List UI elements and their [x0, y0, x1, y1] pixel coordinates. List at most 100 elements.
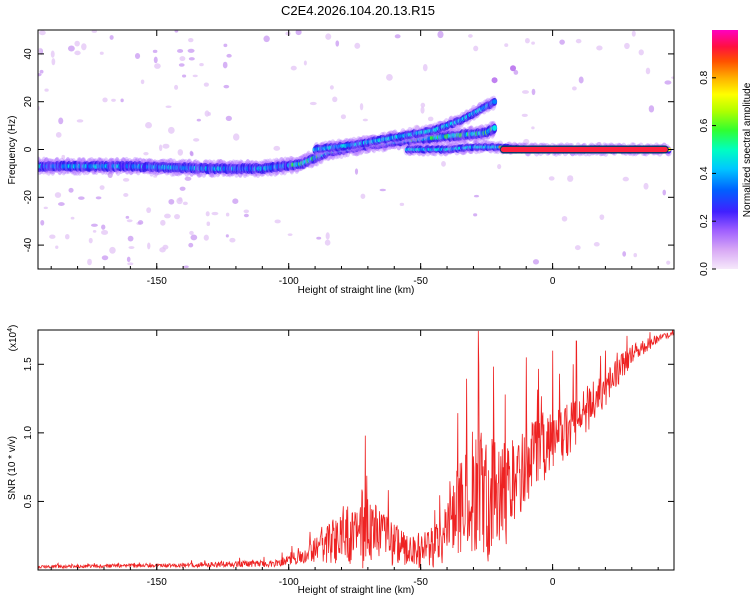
noise-speckle — [354, 168, 359, 175]
noise-speckle — [120, 98, 124, 103]
noise-speckle — [178, 63, 185, 67]
noise-speckle — [273, 145, 281, 151]
snr-scale-exponent: 4 — [7, 328, 14, 332]
noise-speckle — [134, 52, 141, 59]
ridge-core — [492, 99, 497, 105]
noise-speckle — [324, 239, 331, 246]
noise-speckle — [61, 154, 66, 160]
noise-speckle — [51, 58, 56, 66]
noise-speckle — [285, 31, 291, 36]
noise-speckle — [109, 35, 114, 40]
noise-speckle — [325, 232, 330, 240]
noise-speckle — [394, 34, 401, 39]
noise-speckle — [55, 245, 59, 249]
chart-title: C2E4.2026.104.20.13.R15 — [281, 3, 435, 18]
spectrogram-panel: -150 -100 -50 0 -40 -20 0 20 40 Height of strai… — [7, 29, 675, 296]
x-tick-label: -150 — [147, 577, 167, 588]
isolated-point — [510, 65, 517, 72]
noise-speckle — [521, 113, 528, 117]
noise-speckle — [521, 90, 529, 94]
noise-speckle — [561, 215, 568, 222]
noise-speckle — [192, 74, 198, 78]
y-tick-label: -20 — [23, 190, 34, 205]
colorbar-tick-label: 0.6 — [699, 118, 710, 132]
noise-speckle — [523, 138, 530, 145]
noise-speckle — [40, 219, 45, 226]
noise-speckle — [188, 38, 194, 43]
snr-panel: -150 -100 -50 0 0.5 1.0 1.5 Height of straigh… — [7, 325, 675, 596]
noise-speckle — [504, 43, 509, 48]
noise-speckle — [74, 50, 81, 56]
noise-speckle — [145, 122, 152, 129]
noise-speckle — [174, 30, 179, 33]
noise-speckle — [325, 33, 332, 40]
colorbar-tick-label: 0.2 — [699, 214, 710, 228]
noise-speckle — [329, 85, 334, 90]
noise-speckle — [223, 84, 230, 89]
noise-speckle — [39, 30, 46, 36]
noise-speckle — [158, 144, 163, 152]
noise-speckle — [58, 202, 65, 206]
noise-speckle — [177, 49, 184, 53]
noise-speckle — [633, 253, 638, 258]
noise-speckle — [531, 41, 535, 45]
noise-speckle — [127, 235, 134, 242]
tail-band — [500, 147, 668, 152]
noise-speckle — [162, 143, 170, 149]
noise-speckle — [101, 255, 109, 261]
noise-speckle — [64, 233, 70, 240]
noise-speckle — [596, 45, 603, 51]
y-tick-label: 40 — [23, 48, 34, 60]
noise-speckle — [58, 117, 64, 125]
noise-speckle — [160, 219, 166, 226]
noise-speckle — [290, 65, 297, 71]
noise-speckle — [237, 161, 243, 164]
noise-speckle — [578, 76, 584, 84]
noise-speckle — [671, 76, 674, 79]
x-tick-label: -50 — [413, 577, 428, 588]
noise-speckle — [91, 30, 98, 33]
noise-speckle — [127, 262, 134, 266]
noise-speckle — [50, 50, 55, 58]
noise-speckle — [140, 79, 145, 85]
snr-series-group — [38, 330, 674, 570]
noise-speckle — [179, 56, 186, 62]
noise-speckle — [332, 96, 338, 103]
noise-speckle — [559, 39, 565, 45]
x-tick-label: -100 — [279, 276, 299, 287]
y-tick-label: 1.5 — [23, 357, 34, 371]
noise-speckle — [631, 30, 636, 37]
noise-speckle — [167, 126, 175, 134]
spectrogram-marks — [38, 30, 674, 268]
noise-speckle — [225, 212, 230, 217]
noise-speckle — [362, 118, 368, 122]
noise-speckle — [126, 256, 131, 263]
noise-speckle — [176, 197, 183, 205]
snr-scale-label: (x104) — [7, 325, 19, 352]
y-tick-label: -40 — [23, 237, 34, 252]
noise-speckle — [188, 57, 195, 61]
noise-speckle — [648, 105, 655, 113]
noise-speckle — [643, 182, 649, 190]
noise-speckle — [622, 176, 629, 182]
noise-speckle — [154, 63, 161, 69]
noise-speckle — [662, 189, 667, 196]
noise-speckle — [379, 188, 386, 192]
ridge-core — [492, 125, 497, 131]
spectrogram-y-ticks: -40 -20 0 20 40 — [23, 48, 674, 252]
noise-speckle — [190, 151, 194, 157]
noise-speckle — [497, 163, 502, 170]
noise-speckle — [101, 224, 106, 230]
noise-speckle — [203, 234, 209, 241]
noise-speckle — [88, 237, 93, 244]
noise-speckle — [513, 70, 519, 75]
noise-speckle — [43, 206, 48, 210]
noise-speckle — [147, 242, 151, 250]
x-tick-label: 0 — [550, 276, 556, 287]
noise-speckle — [190, 234, 198, 241]
noise-speckle — [599, 214, 605, 221]
noise-speckle — [126, 219, 133, 223]
noise-speckle — [203, 82, 209, 87]
noise-speckle — [274, 219, 281, 224]
